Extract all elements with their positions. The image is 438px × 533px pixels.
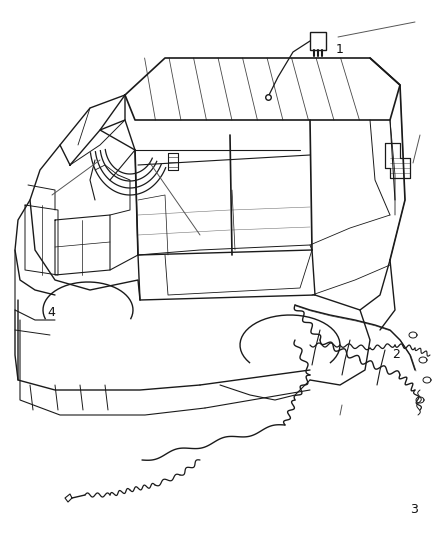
Text: 2: 2 (392, 348, 400, 361)
Bar (310, 32, 326, 50)
Text: 3: 3 (410, 503, 418, 515)
Text: 4: 4 (48, 306, 56, 319)
Text: 1: 1 (336, 43, 343, 55)
